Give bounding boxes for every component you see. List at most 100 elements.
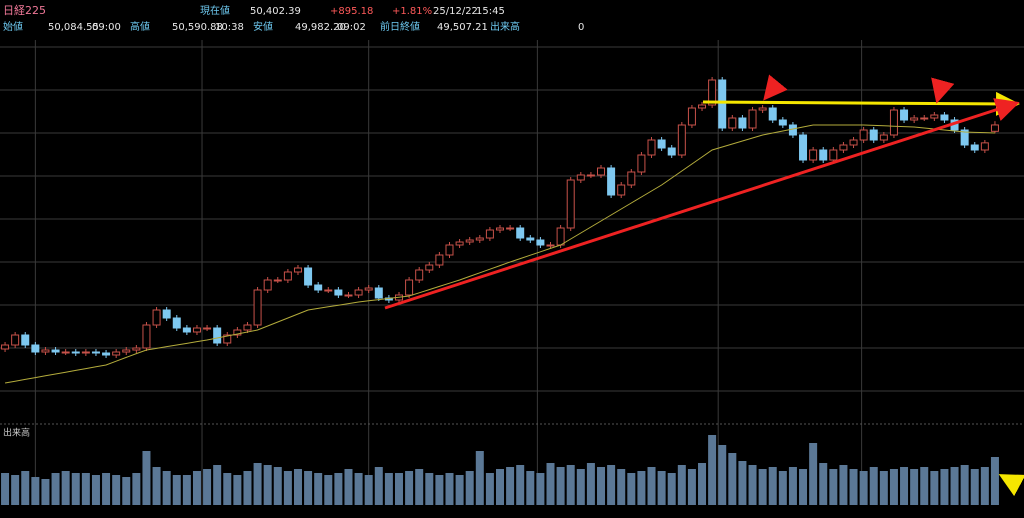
volume-bar bbox=[162, 471, 171, 505]
candle-body bbox=[213, 327, 222, 344]
volume-bar bbox=[728, 453, 737, 505]
candle-body bbox=[51, 349, 60, 353]
volume-bar bbox=[435, 475, 444, 505]
candle-body bbox=[799, 134, 808, 161]
candle-body bbox=[374, 287, 383, 299]
candle-body bbox=[304, 267, 313, 286]
volume-bar bbox=[920, 467, 929, 505]
volume-bar bbox=[263, 465, 272, 505]
volume-bar bbox=[21, 471, 30, 505]
date: 25/12/22 bbox=[433, 6, 478, 17]
volume-bar bbox=[930, 471, 939, 505]
candle-body bbox=[475, 237, 484, 241]
field-value: 50,402.39 bbox=[250, 6, 301, 17]
volume-bar bbox=[445, 473, 454, 505]
volume-bar bbox=[799, 469, 808, 505]
candle-body bbox=[637, 154, 646, 173]
candle-body bbox=[31, 344, 40, 353]
candle-body bbox=[990, 124, 999, 132]
volume-bar bbox=[617, 469, 626, 505]
candle-body bbox=[758, 107, 767, 111]
volume-bar bbox=[243, 471, 252, 505]
candle-body bbox=[677, 124, 686, 156]
volume-bar bbox=[738, 461, 747, 505]
volume-bar bbox=[940, 469, 949, 505]
candle-body bbox=[405, 279, 414, 296]
candle-body bbox=[415, 269, 424, 281]
candle-body bbox=[839, 144, 848, 151]
candle-body bbox=[566, 179, 575, 229]
candle-body bbox=[506, 227, 515, 230]
field-label: 始値 bbox=[3, 22, 23, 33]
volume-bar bbox=[879, 471, 888, 505]
instrument-name: 日経225 bbox=[3, 4, 46, 17]
volume-bar bbox=[607, 465, 616, 505]
candle-body bbox=[516, 227, 525, 239]
volume-bar bbox=[172, 475, 181, 505]
candle-body bbox=[455, 241, 464, 246]
candle-body bbox=[102, 352, 111, 356]
volume-bar bbox=[788, 467, 797, 505]
candle-body bbox=[647, 139, 656, 156]
field-time: 09:00 bbox=[92, 22, 121, 33]
candle-body bbox=[930, 114, 939, 119]
candle-body bbox=[132, 347, 141, 351]
volume-bar bbox=[364, 475, 373, 505]
volume-bar bbox=[233, 475, 242, 505]
candle-body bbox=[364, 287, 373, 291]
candle-body bbox=[728, 117, 737, 129]
volume-bar bbox=[667, 473, 676, 505]
volume-bar bbox=[71, 473, 80, 505]
volume-bar bbox=[597, 467, 606, 505]
candle-body bbox=[809, 149, 818, 161]
pointer-arrow bbox=[763, 74, 788, 101]
candle-body bbox=[829, 149, 838, 161]
candle-body bbox=[283, 271, 292, 281]
candle-body bbox=[738, 117, 747, 129]
candle-body bbox=[788, 124, 797, 136]
field-time: 10:38 bbox=[215, 22, 244, 33]
candle-body bbox=[61, 351, 70, 354]
field-value: 50,084.55 bbox=[48, 22, 99, 33]
change-percent: +1.81% bbox=[392, 6, 433, 17]
moving-average bbox=[4, 124, 995, 384]
candle-body bbox=[597, 167, 606, 176]
volume-bar bbox=[1, 473, 10, 505]
pointer-arrow bbox=[998, 474, 1024, 497]
candle-body bbox=[435, 254, 444, 266]
volume-bar bbox=[526, 471, 535, 505]
volume-bar bbox=[455, 475, 464, 505]
volume-bar bbox=[61, 471, 70, 505]
candle-body bbox=[879, 134, 888, 141]
candle-body bbox=[526, 237, 535, 241]
volume-bar bbox=[960, 465, 969, 505]
volume-bar bbox=[950, 467, 959, 505]
candle-body bbox=[273, 279, 282, 282]
candle-body bbox=[586, 174, 595, 177]
candle-body bbox=[849, 139, 858, 146]
volume-bar bbox=[41, 479, 50, 505]
candle-body bbox=[253, 289, 262, 326]
candle-body bbox=[233, 329, 242, 336]
volume-bar bbox=[142, 451, 151, 505]
candle-body bbox=[496, 227, 504, 231]
candle-body bbox=[71, 351, 80, 354]
field-label: 出来高 bbox=[490, 22, 520, 33]
candle-body bbox=[263, 279, 272, 291]
volume-bar bbox=[829, 469, 838, 505]
volume-bar bbox=[485, 473, 494, 505]
field-value: 49,982.20 bbox=[295, 22, 346, 33]
change: +895.18 bbox=[330, 6, 374, 17]
volume-bar bbox=[647, 467, 656, 505]
candle-body bbox=[91, 351, 100, 354]
candle-body bbox=[344, 294, 353, 297]
trend-line bbox=[384, 98, 1020, 310]
volume-bar bbox=[677, 465, 686, 505]
volume-bar bbox=[102, 473, 111, 505]
volume-bar bbox=[314, 473, 323, 505]
volume-bar bbox=[465, 471, 474, 505]
candle-body bbox=[778, 119, 787, 126]
candle-body bbox=[627, 171, 636, 186]
